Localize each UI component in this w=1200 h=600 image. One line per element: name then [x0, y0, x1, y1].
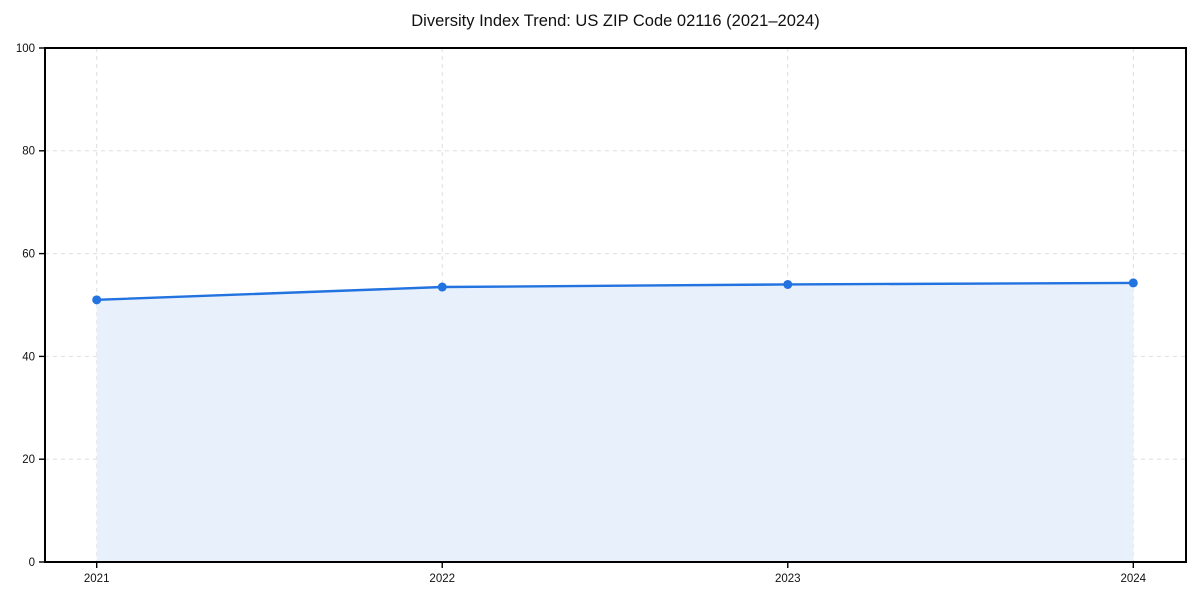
- x-tick-label: 2023: [775, 573, 801, 585]
- data-point-marker: [1128, 278, 1138, 288]
- data-point-marker: [92, 295, 102, 305]
- data-point-marker: [437, 282, 447, 292]
- y-tick-label: 40: [22, 351, 35, 363]
- data-point-marker: [783, 279, 793, 289]
- y-tick-label: 100: [16, 43, 35, 55]
- x-tick-label: 2021: [84, 573, 110, 585]
- tick-labels-layer: 0 20 40 60 80 100 2021 2022 2023 2024: [16, 43, 1147, 585]
- axes-frame: [44, 47, 1187, 563]
- axes-frame-layer: [44, 47, 1187, 563]
- marker-layer: [92, 278, 1138, 305]
- x-tick-label: 2024: [1121, 573, 1147, 585]
- trend-line-path: [95, 281, 1135, 302]
- line-layer: [95, 281, 1135, 302]
- y-tick-label: 0: [29, 557, 35, 569]
- chart-title: Diversity Index Trend: US ZIP Code 02116…: [411, 12, 820, 30]
- tick-marks-layer: [39, 47, 1135, 568]
- area-fill-path: [96, 282, 1134, 562]
- y-tick-label: 60: [22, 249, 35, 261]
- area-layer: [96, 282, 1134, 562]
- x-tick-label: 2022: [429, 573, 455, 585]
- y-tick-label: 80: [22, 146, 35, 158]
- y-tick-label: 20: [22, 454, 35, 466]
